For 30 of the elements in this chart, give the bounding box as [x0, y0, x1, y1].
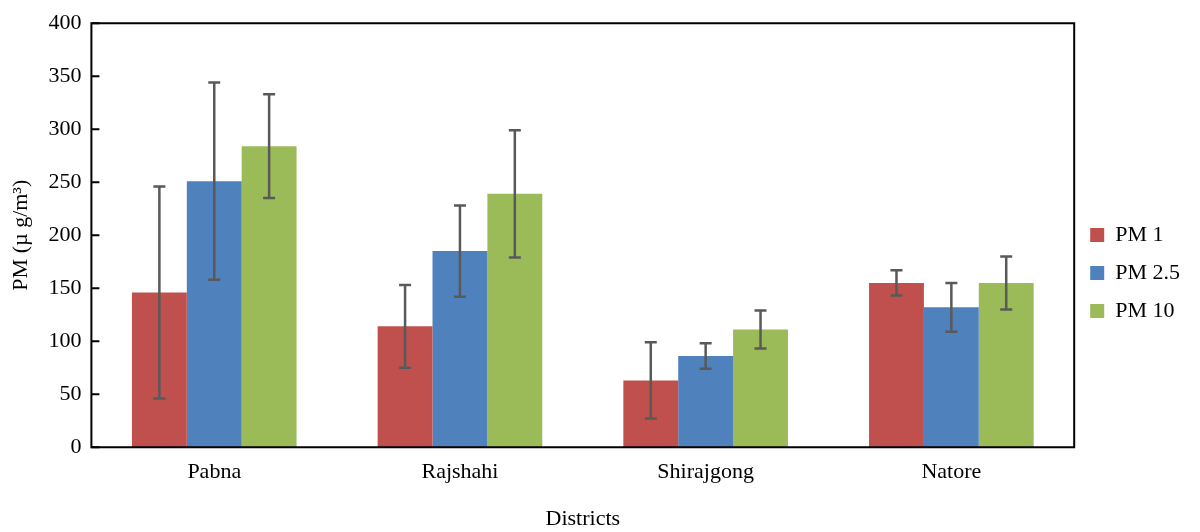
bar: [978, 282, 1034, 448]
bar: [623, 380, 679, 448]
legend-label: PM 2.5: [1115, 258, 1180, 284]
bar: [377, 326, 433, 448]
y-tick-label: 300: [48, 114, 82, 140]
legend-label: PM 1: [1115, 220, 1164, 246]
bar: [432, 251, 488, 448]
legend-label: PM 10: [1115, 296, 1175, 322]
bar: [678, 356, 734, 448]
y-tick-label: 350: [48, 61, 82, 87]
y-tick-label: 100: [48, 326, 82, 352]
bar: [131, 292, 187, 448]
y-tick-label: 200: [48, 220, 82, 246]
x-tick-label: Pabna: [187, 458, 242, 484]
bar: [733, 329, 788, 448]
x-tick-label: Natore: [921, 458, 982, 484]
bar: [923, 307, 979, 448]
y-tick-label: 400: [48, 8, 82, 34]
y-tick-label: 150: [48, 273, 82, 299]
bar: [487, 193, 543, 448]
x-axis-title: Districts: [545, 504, 621, 530]
y-axis-title: PM (µ g/m³): [6, 179, 32, 291]
y-tick-label: 250: [48, 167, 82, 193]
x-tick-label: Shirajgong: [657, 458, 754, 484]
bar: [186, 181, 242, 448]
y-tick-label: 0: [70, 432, 82, 458]
y-tick-label: 50: [59, 379, 82, 405]
bar: [241, 146, 297, 448]
x-tick-label: Rajshahi: [421, 458, 499, 484]
bar: [869, 282, 924, 448]
